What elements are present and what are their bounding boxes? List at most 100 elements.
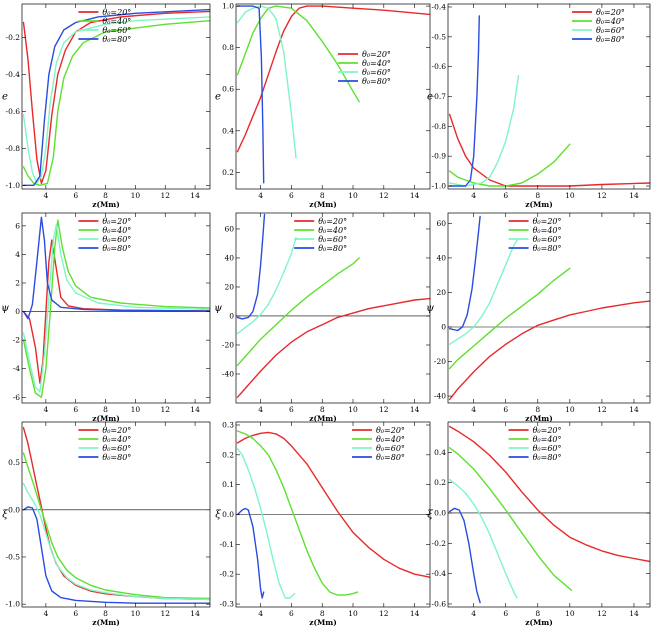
x-tick-label: 10 (565, 191, 575, 200)
legend-label: θ₀=20° (362, 50, 391, 59)
legend-label: θ₀=20° (376, 426, 405, 435)
x-tick-label: 6 (289, 609, 294, 618)
panel-p13: 4 6 8 10 12 14 -1.0 -0.9 -0.8 -0.7 -0.6 -0.5 -0.4 z(M… (427, 2, 651, 209)
x-tick-label: 10 (348, 191, 358, 200)
y-tick-label: -1.0 (6, 181, 21, 190)
y-tick-label: -0.8 (432, 122, 447, 131)
x-tick-label: 12 (379, 405, 389, 414)
y-tick-label: 0.1 (222, 480, 234, 489)
legend-label: θ₀=20° (102, 217, 131, 226)
series-line-4 (22, 506, 210, 604)
legend-label: θ₀=60° (102, 444, 131, 453)
x-tick-label: 14 (410, 405, 420, 414)
y-tick-label: -1.0 (432, 182, 447, 191)
series-line-2 (236, 430, 359, 596)
x-tick-label: 12 (597, 609, 607, 618)
x-tick-label: 12 (160, 405, 170, 414)
y-tick-label: 0.4 (222, 126, 234, 135)
x-tick-label: 14 (629, 609, 639, 618)
x-tick-label: 8 (535, 191, 540, 200)
series-line-2 (448, 267, 571, 370)
y-tick-label: 0.3 (222, 420, 234, 429)
y-tick-label: -0.4 (432, 2, 447, 11)
series-line-1 (236, 431, 430, 578)
x-tick-label: 6 (503, 191, 508, 200)
y-tick-label: -4 (13, 364, 21, 373)
y-tick-label: -1.0 (6, 600, 21, 609)
y-tick-label: 0.0 (222, 510, 234, 519)
y-tick-label: 40 (224, 253, 234, 262)
y-axis-label: ξ (2, 510, 8, 521)
legend-label: θ₀=60° (102, 235, 131, 244)
series-line-3 (236, 237, 297, 335)
x-tick-label: 4 (471, 609, 476, 618)
legend-label: θ₀=40° (533, 435, 562, 444)
plot-frame (21, 212, 211, 404)
legend-label: θ₀=80° (318, 244, 347, 253)
x-tick-label: 14 (410, 191, 420, 200)
series-line-4 (448, 215, 481, 332)
y-tick-label: -0.3 (220, 600, 235, 609)
legend-label: θ₀=60° (533, 444, 562, 453)
y-tick-label: 60 (224, 224, 234, 233)
x-tick-label: 4 (43, 609, 48, 618)
y-tick-label: 40 (436, 253, 446, 262)
x-tick-label: 10 (131, 405, 141, 414)
legend-label: θ₀=80° (533, 244, 562, 253)
y-tick-label: -20 (222, 340, 234, 349)
x-tick-label: 6 (503, 609, 508, 618)
y-tick-label: -0.2 (432, 539, 447, 548)
legend-label: θ₀=80° (362, 77, 391, 86)
series-line-1 (448, 300, 650, 401)
y-tick-label: -0.5 (432, 32, 447, 41)
legend-label: θ₀=40° (362, 59, 391, 68)
series-line-3 (448, 239, 518, 345)
y-axis-label: ψ (426, 303, 434, 314)
y-tick-label: 0.5 (8, 458, 20, 467)
y-tick-label: -0.2 (220, 570, 235, 579)
x-tick-label: 6 (73, 609, 78, 618)
legend-label: θ₀=20° (102, 8, 131, 17)
x-tick-label: 6 (289, 191, 294, 200)
x-axis-label: z(Mm) (309, 200, 337, 209)
panel-p23: 4 6 8 10 12 14 -40 -20 0 20 40 60 z(Mm) ψ θ₀=20°θ₀=40°… (426, 212, 651, 423)
x-axis-label: z(Mm) (525, 200, 553, 209)
plot-frame (447, 212, 651, 404)
y-tick-label: -0.6 (6, 107, 21, 116)
series-line-4 (236, 213, 266, 320)
x-tick-label: 12 (379, 191, 389, 200)
y-axis-label: ψ (214, 303, 222, 314)
x-tick-label: 14 (629, 405, 639, 414)
y-axis-label: ψ (1, 303, 9, 314)
legend: θ₀=20°θ₀=40°θ₀=60°θ₀=80° (294, 217, 347, 253)
x-tick-label: 14 (190, 609, 200, 618)
x-tick-label: 8 (535, 405, 540, 414)
legend: θ₀=20°θ₀=40°θ₀=60°θ₀=80° (78, 426, 131, 462)
x-tick-label: 8 (103, 191, 108, 200)
x-tick-label: 12 (597, 405, 607, 414)
series-line-1 (236, 297, 430, 398)
y-tick-label: 20 (436, 288, 446, 297)
y-tick-label: -0.9 (432, 152, 447, 161)
y-tick-label: 0.6 (222, 85, 234, 94)
y-tick-label: -2 (13, 336, 21, 345)
x-axis-label: z(Mm) (525, 414, 553, 423)
plot-frame (21, 421, 211, 608)
y-tick-label: 20 (224, 282, 234, 291)
legend-label: θ₀=80° (533, 453, 562, 462)
series-line-2 (22, 452, 210, 600)
legend-label: θ₀=20° (318, 217, 347, 226)
y-tick-label: 0 (229, 311, 234, 320)
legend: θ₀=20°θ₀=40°θ₀=60°θ₀=80° (78, 217, 131, 253)
x-tick-label: 8 (320, 405, 325, 414)
x-tick-label: 6 (73, 191, 78, 200)
x-tick-label: 10 (565, 609, 575, 618)
x-tick-label: 4 (471, 191, 476, 200)
y-axis-label: e (2, 92, 8, 103)
x-tick-label: 4 (471, 405, 476, 414)
series-line-2 (22, 219, 210, 398)
y-tick-label: -40 (434, 392, 446, 401)
y-axis-label: ξ (427, 510, 433, 521)
y-tick-label: 0.2 (222, 450, 234, 459)
legend-label: θ₀=60° (376, 444, 405, 453)
